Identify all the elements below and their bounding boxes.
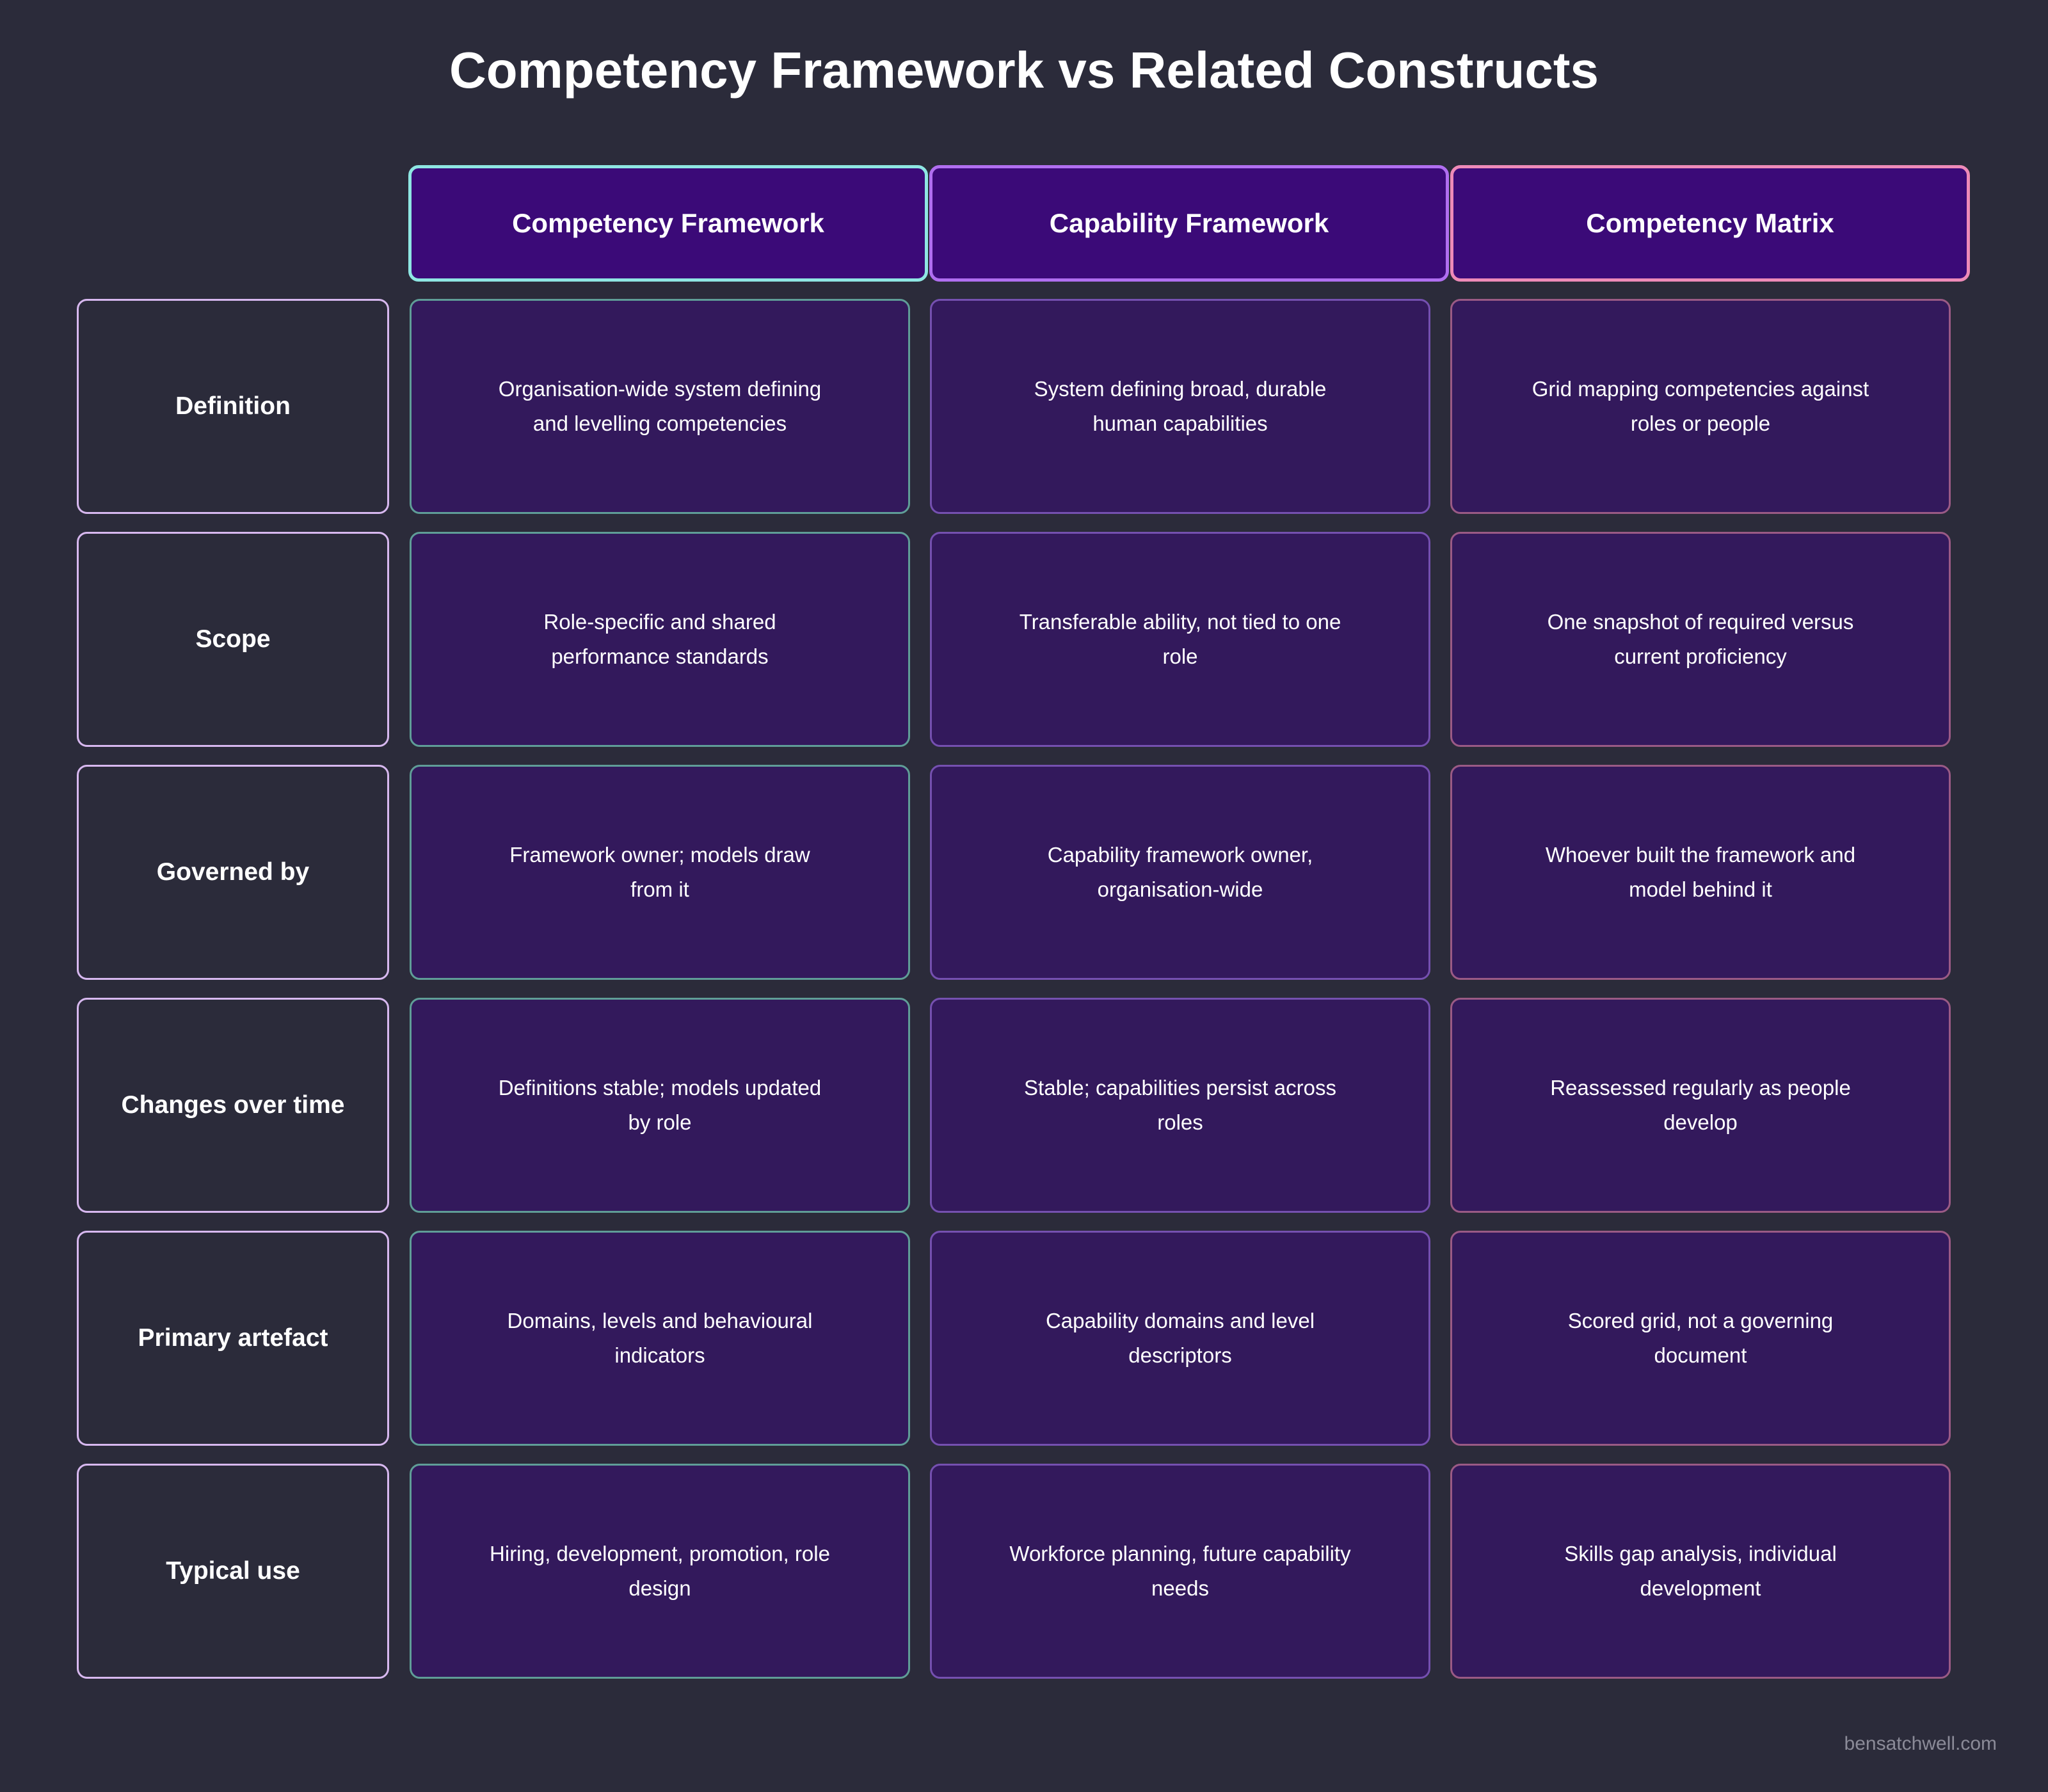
cell-primary-artefact-competency-framework: Domains, levels and behavioural indicato… bbox=[410, 1231, 910, 1446]
cell-scope-capability-framework: Transferable ability, not tied to one ro… bbox=[930, 532, 1430, 747]
cell-governed-by-competency-matrix: Whoever built the framework and model be… bbox=[1450, 765, 1951, 980]
cell-primary-artefact-capability-framework: Capability domains and level descriptors bbox=[930, 1231, 1430, 1446]
cell-definition-competency-matrix: Grid mapping competencies against roles … bbox=[1450, 299, 1951, 514]
cell-changes-over-time-competency-framework: Definitions stable; models updated by ro… bbox=[410, 998, 910, 1213]
cell-typical-use-competency-framework: Hiring, development, promotion, role des… bbox=[410, 1464, 910, 1679]
cell-definition-competency-framework: Organisation-wide system defining and le… bbox=[410, 299, 910, 514]
column-header-competency-framework: Competency Framework bbox=[408, 165, 928, 282]
cell-changes-over-time-capability-framework: Stable; capabilities persist across role… bbox=[930, 998, 1430, 1213]
cell-scope-competency-matrix: One snapshot of required versus current … bbox=[1450, 532, 1951, 747]
row-label-typical-use: Typical use bbox=[77, 1464, 389, 1679]
cell-governed-by-competency-framework: Framework owner; models draw from it bbox=[410, 765, 910, 980]
column-header-competency-matrix: Competency Matrix bbox=[1450, 165, 1970, 282]
cell-governed-by-capability-framework: Capability framework owner, organisation… bbox=[930, 765, 1430, 980]
column-header-capability-framework: Capability Framework bbox=[929, 165, 1449, 282]
row-label-primary-artefact: Primary artefact bbox=[77, 1231, 389, 1446]
cell-scope-competency-framework: Role-specific and shared performance sta… bbox=[410, 532, 910, 747]
page-title: Competency Framework vs Related Construc… bbox=[449, 42, 1599, 99]
row-label-definition: Definition bbox=[77, 299, 389, 514]
cell-typical-use-capability-framework: Workforce planning, future capability ne… bbox=[930, 1464, 1430, 1679]
row-label-changes-over-time: Changes over time bbox=[77, 998, 389, 1213]
cell-primary-artefact-competency-matrix: Scored grid, not a governing document bbox=[1450, 1231, 1951, 1446]
footer-credit: bensatchwell.com bbox=[1844, 1733, 1997, 1754]
cell-typical-use-competency-matrix: Skills gap analysis, individual developm… bbox=[1450, 1464, 1951, 1679]
row-label-scope: Scope bbox=[77, 532, 389, 747]
cell-definition-capability-framework: System defining broad, durable human cap… bbox=[930, 299, 1430, 514]
row-label-governed-by: Governed by bbox=[77, 765, 389, 980]
cell-changes-over-time-competency-matrix: Reassessed regularly as people develop bbox=[1450, 998, 1951, 1213]
